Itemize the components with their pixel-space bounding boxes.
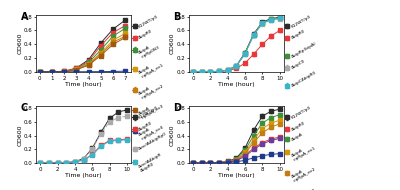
Legend: K12WT/p0, ΔbipR0, ΔmclAΔbipRp0, ΔmclAΔbipR
ΔbipR0: K12WT/p0, ΔbipR0, ΔmclAΔbipRp0, ΔmclAΔbi…	[132, 105, 168, 173]
Legend: K12WT/p0, ΔbipR0, ΔbipA
cipRp0N3, ΔbipA
cipRpA_ex1, ΔbipA
cipRpA_ex2, ΔbipA
cipR: K12WT/p0, ΔbipR0, ΔbipA cipRp0N3, ΔbipA …	[132, 14, 164, 141]
X-axis label: Time (hour): Time (hour)	[218, 173, 255, 178]
Text: D: D	[173, 103, 181, 113]
Y-axis label: OD600: OD600	[170, 33, 175, 55]
Y-axis label: OD600: OD600	[17, 33, 22, 55]
X-axis label: Time (hour): Time (hour)	[65, 173, 102, 178]
X-axis label: Time (hour): Time (hour)	[65, 82, 102, 87]
Text: B: B	[173, 12, 181, 22]
Legend: K12WT/p0, ΔbipR0, ΔbipRp(bipA), ΔbipC0, ΔbipCΔbipR0: K12WT/p0, ΔbipR0, ΔbipRp(bipA), ΔbipC0, …	[285, 14, 318, 88]
Y-axis label: OD600: OD600	[17, 124, 22, 146]
Text: C: C	[21, 103, 28, 113]
Text: A: A	[21, 12, 28, 22]
Legend: K12WT/p0, ΔbipR0, ΔbipA, ΔbipA
cipRpA_ex1, ΔbipA
cipRpA_ex2, ΔbipA
cipRpA_ex3, Δ: K12WT/p0, ΔbipR0, ΔbipA, ΔbipA cipRpA_ex…	[285, 105, 317, 190]
X-axis label: Time (hour): Time (hour)	[218, 82, 255, 87]
Y-axis label: OD600: OD600	[170, 124, 175, 146]
